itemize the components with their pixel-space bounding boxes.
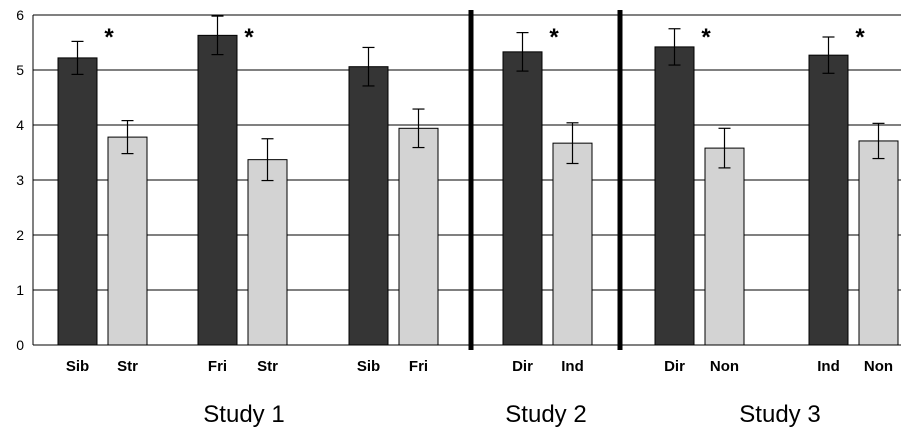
significance-star: * [104,24,114,51]
significance-star: * [244,24,254,51]
significance-star: * [701,24,711,51]
significance-star: * [855,24,865,51]
bar [654,46,695,346]
bar [808,54,849,346]
x-category-label: Dir [512,358,533,375]
bar [398,127,439,346]
study-label: Study 3 [739,401,820,428]
significance-star: * [549,24,559,51]
bar [107,136,148,346]
x-category-label: Fri [208,358,227,375]
x-category-label: Ind [561,358,584,375]
y-tick-label: 1 [16,282,24,298]
x-category-label: Dir [664,358,685,375]
x-category-label: Fri [409,358,428,375]
bar [247,159,288,346]
x-category-label: Sib [357,358,380,375]
x-category-label: Sib [66,358,89,375]
x-category-label: Str [257,358,278,375]
x-category-label: Str [117,358,138,375]
study-label: Study 1 [203,401,284,428]
bar [502,51,543,346]
bar [197,34,238,346]
bar [57,57,98,346]
bar [704,147,745,346]
y-tick-label: 2 [16,227,24,243]
y-tick-label: 4 [16,117,24,133]
x-category-label: Non [710,358,739,375]
bar [858,140,899,346]
x-category-label: Ind [817,358,840,375]
y-tick-label: 6 [16,7,24,23]
x-category-label: Non [864,358,893,375]
y-tick-label: 5 [16,62,24,78]
y-tick-label: 0 [16,337,24,353]
bar [552,142,593,346]
study-label: Study 2 [505,401,586,428]
y-tick-label: 3 [16,172,24,188]
bar [348,66,389,346]
